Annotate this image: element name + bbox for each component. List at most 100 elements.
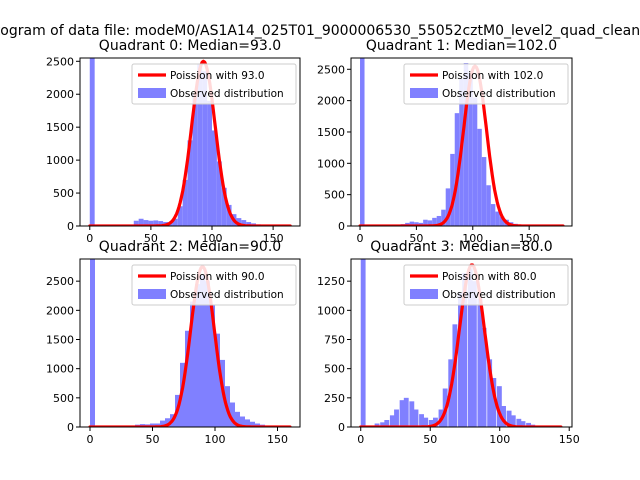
legend-box (403, 264, 569, 306)
histogram-bar (403, 397, 409, 427)
y-tick-label: 2500 (46, 275, 74, 288)
histogram-bar (458, 292, 463, 427)
legend-poisson-label: Poission with 93.0 (170, 70, 265, 82)
poisson-curve (88, 265, 292, 427)
histogram-bar (212, 130, 217, 226)
histogram-bar (360, 259, 366, 427)
histogram-bar (432, 217, 437, 226)
poisson-curve (88, 59, 292, 226)
y-tick-label: 1500 (317, 126, 345, 139)
y-tick-label: 500 (53, 187, 74, 200)
y-tick-label: 1000 (317, 157, 345, 170)
axes-frame (350, 258, 573, 428)
x-tick-label: 50 (146, 433, 160, 446)
panel-title: Quadrant 2: Median=90.0 (99, 239, 281, 255)
legend-poisson-label: Poission with 80.0 (442, 271, 537, 283)
x-tick-label: 0 (86, 232, 93, 245)
y-tick-label: 750 (324, 334, 345, 347)
x-tick-label: 50 (423, 433, 437, 446)
figure-title: Histogram of data file: modeM0/AS1A14_02… (0, 23, 640, 39)
axes-frame (350, 57, 573, 227)
x-tick-label: 100 (205, 433, 226, 446)
histogram-bar (165, 418, 170, 427)
histogram-bar (481, 157, 487, 226)
x-tick-label: 150 (263, 232, 284, 245)
histogram-bar (155, 423, 160, 427)
axes-frame (79, 258, 301, 428)
y-tick-label: 2000 (46, 88, 74, 101)
histogram-bar (389, 415, 395, 427)
legend-poisson-label: Poission with 102.0 (442, 70, 543, 82)
histogram-bar (197, 64, 203, 226)
histogram-bar (510, 415, 516, 427)
histogram-bar (153, 220, 159, 226)
histogram-bar (143, 220, 149, 226)
y-tick-label: 1250 (317, 275, 345, 288)
histogram-bar (230, 402, 235, 427)
quadrant-3-panel: 0 50 100 150 0 250 500 750 1000 1250 Poission with… (317, 239, 580, 446)
histogram-bar (419, 414, 424, 427)
x-tick-label: 0 (87, 433, 94, 446)
histogram-bar (477, 128, 482, 226)
plot-area (358, 58, 565, 226)
y-tick-label: 0 (67, 220, 74, 233)
legend-poisson-label: Poission with 90.0 (170, 271, 265, 283)
legend-observed-label: Observed distribution (170, 88, 284, 100)
histogram-bar (481, 327, 487, 427)
histogram-bar (205, 281, 210, 427)
y-tick-label: 2000 (46, 304, 74, 317)
plot-area (88, 58, 292, 226)
histogram-bar (150, 423, 155, 427)
histogram-bar (226, 204, 232, 226)
histogram-bar (409, 221, 415, 226)
histogram-bar (501, 406, 506, 427)
histogram-bar (491, 378, 497, 427)
histogram-bar (172, 218, 178, 226)
x-tick-label: 50 (144, 232, 158, 245)
panel-title: Quadrant 0: Median=93.0 (99, 38, 281, 54)
histogram-bar (526, 422, 531, 427)
histogram-bar (240, 416, 245, 427)
histogram-bar (423, 417, 429, 427)
histogram-bar (200, 275, 205, 427)
histogram-bar (246, 222, 252, 226)
histogram-bar (441, 209, 446, 226)
histogram-bar (499, 216, 505, 226)
histogram-bar (520, 421, 526, 427)
plot-area (88, 259, 292, 427)
panel-title: Quadrant 1: Median=102.0 (366, 38, 557, 54)
histogram-bar (182, 179, 188, 226)
histogram-bar (427, 220, 433, 226)
histogram-bar (374, 423, 380, 427)
histogram-bar (516, 418, 522, 427)
y-tick-label: 1000 (46, 363, 74, 376)
histogram-bar (241, 220, 247, 226)
histogram-bar (160, 420, 165, 427)
histogram-bar (215, 333, 220, 427)
histogram-bar (148, 220, 154, 226)
histogram-bar (250, 421, 255, 427)
y-tick-label: 2500 (46, 55, 74, 68)
legend-bar-swatch (138, 289, 166, 299)
legend-bar-swatch (138, 88, 166, 98)
poisson-curve (358, 64, 565, 226)
y-tick-label: 500 (324, 363, 345, 376)
histogram-bar (192, 94, 198, 226)
histogram-bar (380, 422, 386, 427)
x-tick-label: 150 (267, 433, 288, 446)
histogram-bar (506, 410, 512, 427)
histogram-bar (423, 219, 428, 226)
histogram-bar (202, 71, 208, 226)
histogram-bar (89, 58, 95, 226)
histogram-bar (190, 301, 195, 427)
histogram-bar (394, 409, 399, 427)
histogram-bar (487, 359, 493, 427)
histogram-bar (360, 58, 365, 226)
histogram-bar (221, 187, 227, 226)
histogram-bar (414, 222, 419, 226)
axes-frame (79, 57, 301, 227)
histogram-bar (490, 204, 496, 226)
histogram-bar (236, 218, 242, 226)
x-tick-label: 100 (489, 433, 510, 446)
